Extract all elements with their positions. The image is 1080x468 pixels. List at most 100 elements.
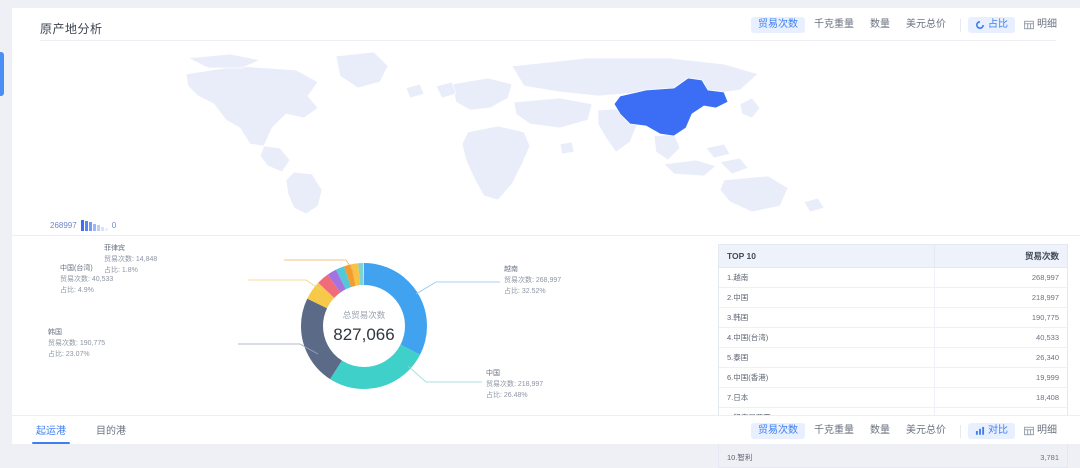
callout-value: 贸易次数: 190,775 xyxy=(48,338,105,347)
view-label: 明细 xyxy=(1037,19,1057,30)
metric-tab-usd-total-bottom[interactable]: 美元总价 xyxy=(899,423,953,439)
callout-china: 中国 贸易次数: 218,997 占比: 26.48% xyxy=(407,365,543,399)
map-country-china-highlight[interactable] xyxy=(613,77,729,137)
grid-icon xyxy=(1024,20,1034,30)
table-header-metric: 贸易次数 xyxy=(934,245,1067,268)
tab-departure-port[interactable]: 起运港 xyxy=(32,420,70,444)
tab-destination-port[interactable]: 目的港 xyxy=(92,420,130,444)
view-label: 明细 xyxy=(1037,425,1057,436)
table-header-row: TOP 10 贸易次数 xyxy=(719,245,1067,268)
metric-label: 数量 xyxy=(870,425,890,436)
origin-share-donut: 总贸易次数 827,066 越南 贸易次数: 268,997 占比: 32.52… xyxy=(12,236,702,416)
donut-center-caption: 总贸易次数 xyxy=(343,310,386,320)
view-label: 占比 xyxy=(988,19,1008,30)
row-name: 5.泰国 xyxy=(719,347,936,368)
footer-bar: 起运港 目的港 贸易次数 千克重量 数量 美元总价 xyxy=(12,415,1080,444)
port-tabs: 起运港 目的港 xyxy=(32,420,130,444)
view-tab-share-top[interactable]: 占比 xyxy=(968,17,1015,33)
callout-vietnam: 越南 贸易次数: 268,997 占比: 32.52% xyxy=(415,264,561,295)
callout-percent: 占比: 4.9% xyxy=(60,285,94,294)
donut-center-value: 827,066 xyxy=(333,325,394,344)
metric-tab-weight-bottom[interactable]: 千克重量 xyxy=(807,423,861,439)
table-row[interactable]: 6.中国(香港) 19,999 xyxy=(719,367,1067,388)
table-row[interactable]: 4.中国(台湾) 40,533 xyxy=(719,327,1067,348)
title-divider xyxy=(40,40,1056,41)
row-name: 10.智利 xyxy=(719,447,936,467)
metric-tab-quantity-top[interactable]: 数量 xyxy=(863,17,897,33)
world-map-svg xyxy=(185,51,825,215)
metric-label: 美元总价 xyxy=(906,19,946,30)
callout-value: 贸易次数: 14,848 xyxy=(104,254,157,263)
row-name: 4.中国(台湾) xyxy=(719,327,936,348)
view-tab-detail-bottom[interactable]: 明细 xyxy=(1017,423,1064,439)
table-header-rank: TOP 10 xyxy=(719,245,936,268)
table-row[interactable]: 10.智利 3,781 xyxy=(719,447,1067,467)
callout-philippines: 菲律宾 贸易次数: 14,848 占比: 1.8% xyxy=(104,243,356,275)
toolbar-divider xyxy=(960,18,961,32)
metric-tab-quantity-bottom[interactable]: 数量 xyxy=(863,423,897,439)
world-map[interactable] xyxy=(40,48,1056,216)
visual-map-gradient xyxy=(80,220,108,231)
metric-tab-trade-count-top[interactable]: 贸易次数 xyxy=(751,17,805,33)
callout-percent: 占比: 23.07% xyxy=(48,349,90,358)
callout-percent: 占比: 26.48% xyxy=(486,390,528,399)
callout-name: 越南 xyxy=(504,264,518,273)
callout-name: 中国(台湾) xyxy=(60,263,93,272)
metric-tab-trade-count-bottom[interactable]: 贸易次数 xyxy=(751,423,805,439)
row-name: 7.日本 xyxy=(719,387,936,408)
table-row[interactable]: 7.日本 18,408 xyxy=(719,387,1067,408)
metric-label: 数量 xyxy=(870,19,890,30)
metric-label: 贸易次数 xyxy=(758,19,798,30)
sidebar-collapse-handle[interactable] xyxy=(0,52,4,96)
toolbar-divider xyxy=(960,424,961,438)
row-name: 3.韩国 xyxy=(719,307,936,328)
callout-korea: 韩国 贸易次数: 190,775 占比: 23.07% xyxy=(48,327,319,358)
map-landmasses xyxy=(185,51,825,215)
page-title: 原产地分析 xyxy=(40,22,103,36)
callout-value: 贸易次数: 268,997 xyxy=(504,275,561,284)
tab-label: 目的港 xyxy=(96,426,126,437)
callout-name: 菲律宾 xyxy=(104,243,125,252)
row-name: 1.越南 xyxy=(719,267,936,288)
table-row[interactable]: 1.越南 268,997 xyxy=(719,267,1067,288)
donut-slice-china[interactable] xyxy=(301,263,427,389)
metric-label: 千克重量 xyxy=(814,19,854,30)
metric-tab-weight-top[interactable]: 千克重量 xyxy=(807,17,861,33)
callout-value: 贸易次数: 40,533 xyxy=(60,274,113,283)
donut-slice-other[interactable] xyxy=(301,263,427,389)
table-row[interactable]: 3.韩国 190,775 xyxy=(719,307,1067,328)
row-value: 18,408 xyxy=(934,387,1067,408)
row-value: 40,533 xyxy=(934,327,1067,348)
callout-percent: 占比: 32.52% xyxy=(504,286,546,295)
visual-map-max: 268997 xyxy=(50,221,77,230)
table-row[interactable]: 5.泰国 26,340 xyxy=(719,347,1067,368)
view-label: 对比 xyxy=(988,425,1008,436)
content-sheet: 原产地分析 贸易次数 千克重量 数量 美元总价 xyxy=(12,8,1080,468)
left-rail xyxy=(0,0,12,451)
metric-label: 美元总价 xyxy=(906,425,946,436)
bottom-toolbar: 贸易次数 千克重量 数量 美元总价 xyxy=(751,423,1064,439)
view-tab-detail-top[interactable]: 明细 xyxy=(1017,17,1064,33)
row-value: 3,781 xyxy=(1040,453,1059,462)
callout-value: 贸易次数: 218,997 xyxy=(486,379,543,388)
view-tab-compare-bottom[interactable]: 对比 xyxy=(968,423,1015,439)
row-name: 2.中国 xyxy=(719,287,936,308)
row-value: 19,999 xyxy=(934,367,1067,388)
metric-tab-usd-total-top[interactable]: 美元总价 xyxy=(899,17,953,33)
visual-map-legend[interactable]: 268997 0 xyxy=(50,220,116,231)
row-value: 26,340 xyxy=(934,347,1067,368)
grid-icon xyxy=(1024,426,1034,436)
callout-name: 中国 xyxy=(486,368,500,377)
tab-label: 起运港 xyxy=(36,426,66,437)
table-row[interactable]: 2.中国 218,997 xyxy=(719,287,1067,308)
donut-slice-korea[interactable] xyxy=(301,263,427,389)
visual-map-min: 0 xyxy=(111,221,117,230)
metric-label: 千克重量 xyxy=(814,425,854,436)
donut-icon xyxy=(975,20,985,30)
top-toolbar: 贸易次数 千克重量 数量 美元总价 占比 xyxy=(751,17,1064,33)
map-card: 原产地分析 贸易次数 千克重量 数量 美元总价 xyxy=(12,8,1080,231)
breakdown-card: 总贸易次数 827,066 越南 贸易次数: 268,997 占比: 32.52… xyxy=(12,235,1080,468)
bar-chart-icon xyxy=(975,426,985,436)
row-value: 218,997 xyxy=(934,287,1067,308)
